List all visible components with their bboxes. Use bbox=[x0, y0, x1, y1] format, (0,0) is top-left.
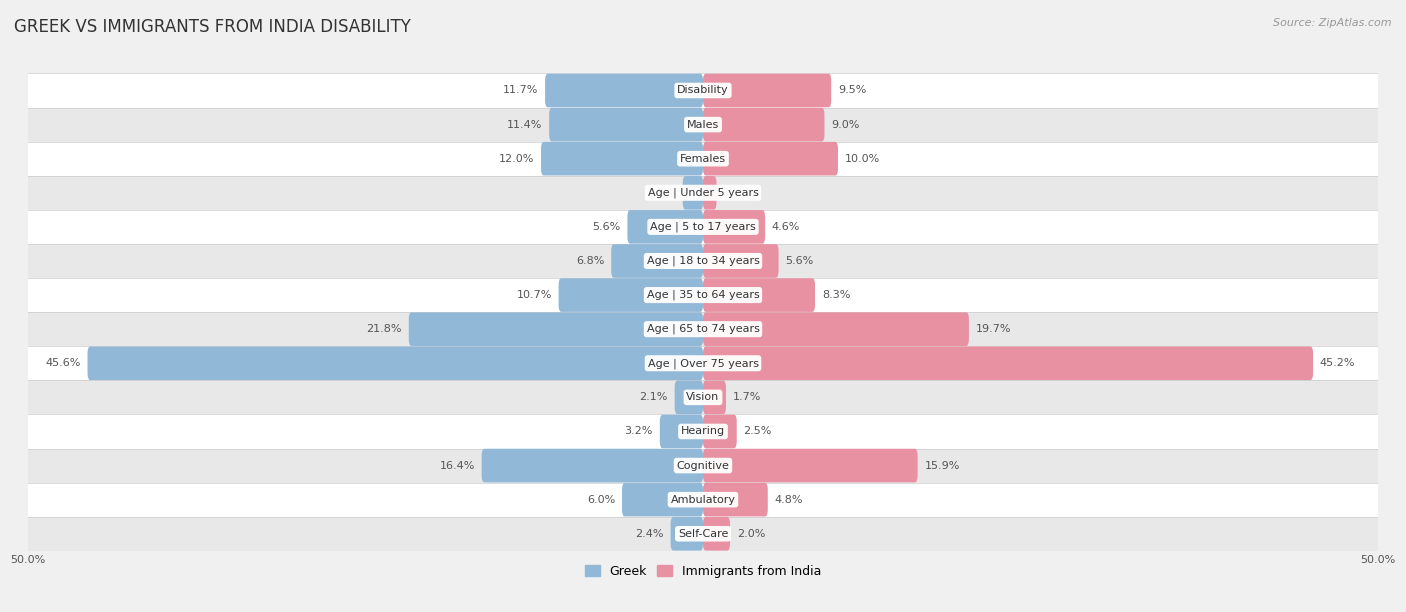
Bar bbox=[28, 483, 1378, 517]
Text: Self-Care: Self-Care bbox=[678, 529, 728, 539]
Text: 45.2%: 45.2% bbox=[1320, 358, 1355, 368]
Bar bbox=[28, 380, 1378, 414]
Text: 10.7%: 10.7% bbox=[516, 290, 551, 300]
FancyBboxPatch shape bbox=[703, 381, 725, 414]
Text: 6.0%: 6.0% bbox=[588, 494, 616, 505]
FancyBboxPatch shape bbox=[703, 210, 765, 244]
Text: 9.0%: 9.0% bbox=[831, 119, 859, 130]
Bar bbox=[28, 449, 1378, 483]
Bar bbox=[28, 176, 1378, 210]
Text: Source: ZipAtlas.com: Source: ZipAtlas.com bbox=[1274, 18, 1392, 28]
FancyBboxPatch shape bbox=[627, 210, 703, 244]
FancyBboxPatch shape bbox=[409, 312, 703, 346]
FancyBboxPatch shape bbox=[703, 312, 969, 346]
FancyBboxPatch shape bbox=[703, 244, 779, 278]
Text: 5.6%: 5.6% bbox=[592, 222, 620, 232]
Bar bbox=[28, 312, 1378, 346]
FancyBboxPatch shape bbox=[703, 346, 1313, 380]
FancyBboxPatch shape bbox=[703, 517, 730, 551]
Text: 11.7%: 11.7% bbox=[503, 86, 538, 95]
Text: Age | 5 to 17 years: Age | 5 to 17 years bbox=[650, 222, 756, 232]
FancyBboxPatch shape bbox=[87, 346, 703, 380]
Text: Age | 35 to 64 years: Age | 35 to 64 years bbox=[647, 290, 759, 300]
Text: 12.0%: 12.0% bbox=[499, 154, 534, 163]
Legend: Greek, Immigrants from India: Greek, Immigrants from India bbox=[579, 560, 827, 583]
FancyBboxPatch shape bbox=[612, 244, 703, 278]
Bar bbox=[28, 210, 1378, 244]
Text: 5.6%: 5.6% bbox=[786, 256, 814, 266]
FancyBboxPatch shape bbox=[703, 449, 918, 482]
Bar bbox=[28, 517, 1378, 551]
Text: 9.5%: 9.5% bbox=[838, 86, 866, 95]
Text: Age | 65 to 74 years: Age | 65 to 74 years bbox=[647, 324, 759, 334]
FancyBboxPatch shape bbox=[675, 381, 703, 414]
Text: Age | Under 5 years: Age | Under 5 years bbox=[648, 187, 758, 198]
Text: 16.4%: 16.4% bbox=[440, 461, 475, 471]
FancyBboxPatch shape bbox=[546, 73, 703, 107]
Text: Females: Females bbox=[681, 154, 725, 163]
Text: 10.0%: 10.0% bbox=[845, 154, 880, 163]
FancyBboxPatch shape bbox=[621, 483, 703, 517]
Text: 2.1%: 2.1% bbox=[640, 392, 668, 402]
Text: 2.4%: 2.4% bbox=[636, 529, 664, 539]
Text: 1.0%: 1.0% bbox=[723, 188, 751, 198]
Bar bbox=[28, 73, 1378, 108]
Text: 45.6%: 45.6% bbox=[45, 358, 80, 368]
Text: Vision: Vision bbox=[686, 392, 720, 402]
FancyBboxPatch shape bbox=[671, 517, 703, 551]
FancyBboxPatch shape bbox=[703, 278, 815, 312]
Text: Age | Over 75 years: Age | Over 75 years bbox=[648, 358, 758, 368]
Text: 15.9%: 15.9% bbox=[924, 461, 960, 471]
Bar bbox=[28, 108, 1378, 141]
Text: 6.8%: 6.8% bbox=[576, 256, 605, 266]
Text: 4.8%: 4.8% bbox=[775, 494, 803, 505]
Text: Males: Males bbox=[688, 119, 718, 130]
Text: 2.0%: 2.0% bbox=[737, 529, 765, 539]
Bar bbox=[28, 414, 1378, 449]
Text: 8.3%: 8.3% bbox=[821, 290, 851, 300]
Text: 21.8%: 21.8% bbox=[367, 324, 402, 334]
Text: 3.2%: 3.2% bbox=[624, 427, 652, 436]
FancyBboxPatch shape bbox=[703, 415, 737, 448]
FancyBboxPatch shape bbox=[558, 278, 703, 312]
Text: 2.5%: 2.5% bbox=[744, 427, 772, 436]
FancyBboxPatch shape bbox=[550, 108, 703, 141]
FancyBboxPatch shape bbox=[482, 449, 703, 482]
Text: 19.7%: 19.7% bbox=[976, 324, 1011, 334]
Bar bbox=[28, 244, 1378, 278]
Bar bbox=[28, 278, 1378, 312]
Text: Age | 18 to 34 years: Age | 18 to 34 years bbox=[647, 256, 759, 266]
Text: Ambulatory: Ambulatory bbox=[671, 494, 735, 505]
Text: Disability: Disability bbox=[678, 86, 728, 95]
Text: 1.5%: 1.5% bbox=[648, 188, 676, 198]
Text: 4.6%: 4.6% bbox=[772, 222, 800, 232]
FancyBboxPatch shape bbox=[703, 176, 717, 209]
FancyBboxPatch shape bbox=[703, 483, 768, 517]
Bar bbox=[28, 141, 1378, 176]
FancyBboxPatch shape bbox=[703, 142, 838, 176]
Bar bbox=[28, 346, 1378, 380]
Text: GREEK VS IMMIGRANTS FROM INDIA DISABILITY: GREEK VS IMMIGRANTS FROM INDIA DISABILIT… bbox=[14, 18, 411, 36]
FancyBboxPatch shape bbox=[703, 108, 824, 141]
Text: 11.4%: 11.4% bbox=[508, 119, 543, 130]
FancyBboxPatch shape bbox=[541, 142, 703, 176]
FancyBboxPatch shape bbox=[659, 415, 703, 448]
Text: Hearing: Hearing bbox=[681, 427, 725, 436]
Text: Cognitive: Cognitive bbox=[676, 461, 730, 471]
Text: 1.7%: 1.7% bbox=[733, 392, 761, 402]
FancyBboxPatch shape bbox=[703, 73, 831, 107]
FancyBboxPatch shape bbox=[683, 176, 703, 209]
